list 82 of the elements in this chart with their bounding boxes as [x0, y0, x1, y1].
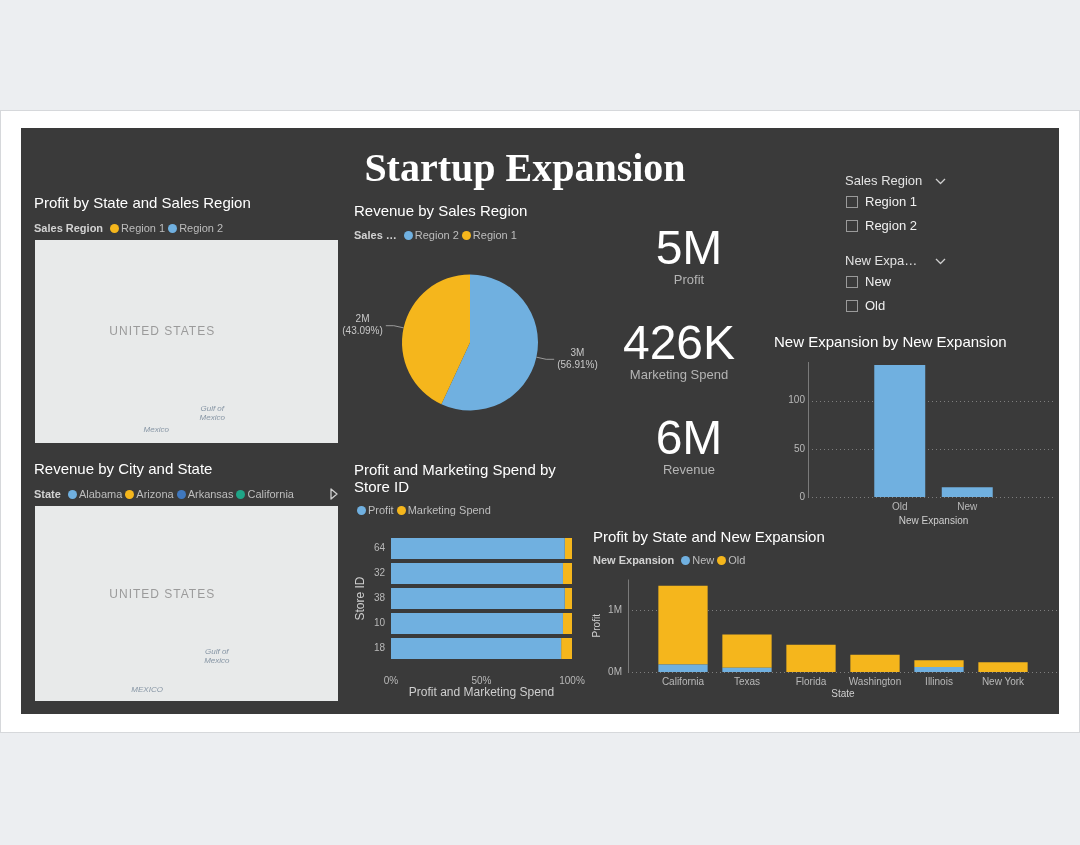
- category-label: Region 2: [865, 217, 918, 234]
- bar: [564, 538, 572, 559]
- bar: [564, 588, 572, 609]
- chart-title: Profit and Marketing Spend by Store ID: [354, 461, 557, 495]
- bar: [658, 664, 708, 672]
- legend-label: Marketing Spend: [407, 504, 491, 517]
- legend-label: Alabama: [78, 488, 123, 501]
- bar: [722, 667, 772, 672]
- legend-label: Old: [728, 554, 746, 567]
- bar: [850, 654, 900, 672]
- y-tick-label: 1M: [608, 604, 622, 616]
- bar: [914, 660, 964, 668]
- bar: [914, 667, 964, 672]
- x-tick-label: Illinois: [925, 675, 953, 687]
- category-label: Old: [865, 297, 886, 314]
- legend-title: State: [34, 488, 61, 501]
- bar: [786, 644, 836, 672]
- legend-label: Region 2: [179, 222, 224, 235]
- legend-label: Arkansas: [187, 488, 234, 501]
- y-axis-title: Profit: [590, 613, 602, 638]
- text: 5M: [655, 221, 723, 274]
- legend-title: New Expansion: [593, 554, 675, 567]
- x-tick-label: New York: [981, 675, 1026, 687]
- bar: [561, 638, 572, 659]
- y-tick-label: 32: [373, 567, 386, 579]
- x-axis-title: State: [831, 687, 856, 699]
- bar: [562, 613, 572, 634]
- category-label: Marketing Spend: [629, 367, 729, 382]
- legend-title: Sales Region: [34, 222, 104, 235]
- y-tick-label: 10: [373, 617, 386, 629]
- text: Revenue by City and State: [34, 460, 213, 478]
- chart-title: Profit by State and New Expansion: [593, 528, 825, 546]
- x-tick-label: 100%: [559, 674, 585, 686]
- y-tick-label: 64: [373, 542, 386, 554]
- x-axis-title: New Expansion: [898, 514, 969, 526]
- category-label: Region 1: [865, 194, 918, 210]
- bar: [391, 588, 565, 609]
- legend-label: Profit: [368, 504, 394, 517]
- y-tick-label: 100: [788, 394, 806, 406]
- legend-label: Arizona: [136, 488, 174, 501]
- bar: [391, 638, 562, 659]
- bar: [391, 613, 563, 634]
- bar: [391, 563, 563, 584]
- x-axis-title: Profit and Marketing Spend: [408, 685, 555, 700]
- legend-title: Sales …: [354, 229, 397, 242]
- bar: [722, 634, 772, 668]
- y-tick-label: 0M: [608, 665, 622, 677]
- chart-title: Revenue by Sales Region: [354, 202, 528, 220]
- text: New Expa…: [845, 253, 918, 269]
- x-tick-label: Florida: [795, 675, 827, 687]
- x-tick-label: Texas: [733, 675, 761, 687]
- legend-label: Region 1: [472, 229, 517, 242]
- data-label: 2M (43.09%): [342, 313, 383, 337]
- category-label: New: [865, 274, 892, 290]
- legend-label: Region 1: [121, 222, 166, 235]
- map-picture: UNITED STATES Gulf of Mexico Mexico: [35, 240, 338, 443]
- y-tick-label: 18: [373, 642, 386, 654]
- y-tick-label: 0: [799, 490, 806, 502]
- x-tick-label: 50%: [471, 674, 492, 686]
- data-label: 3M (56.91%): [557, 347, 598, 371]
- legend-label: New: [692, 554, 715, 567]
- bar: [658, 585, 708, 665]
- text: 426K: [622, 316, 736, 369]
- bar: [562, 563, 572, 584]
- map-picture: UNITED STATES Gulf of Mexico MEXICO: [35, 506, 338, 701]
- y-tick-label: 38: [373, 592, 386, 604]
- y-axis-title: Store ID: [352, 576, 367, 621]
- x-tick-label: California: [661, 675, 705, 687]
- bar: [391, 538, 565, 559]
- chart-title: New Expansion by New Expansion: [774, 333, 1007, 351]
- text: Sales Region: [845, 173, 923, 189]
- x-tick-label: Washington: [848, 675, 902, 687]
- text: Profit by State and Sales Region: [34, 194, 251, 212]
- category-label: Profit: [672, 272, 706, 288]
- legend-label: California: [247, 488, 294, 501]
- legend-label: Region 2: [414, 229, 459, 242]
- category-label: Revenue: [661, 462, 716, 478]
- text: Startup Expansion: [363, 144, 687, 192]
- y-tick-label: 50: [793, 442, 806, 454]
- bar: [978, 662, 1028, 672]
- x-tick-label: 0%: [383, 674, 399, 686]
- text: 6M: [655, 411, 723, 464]
